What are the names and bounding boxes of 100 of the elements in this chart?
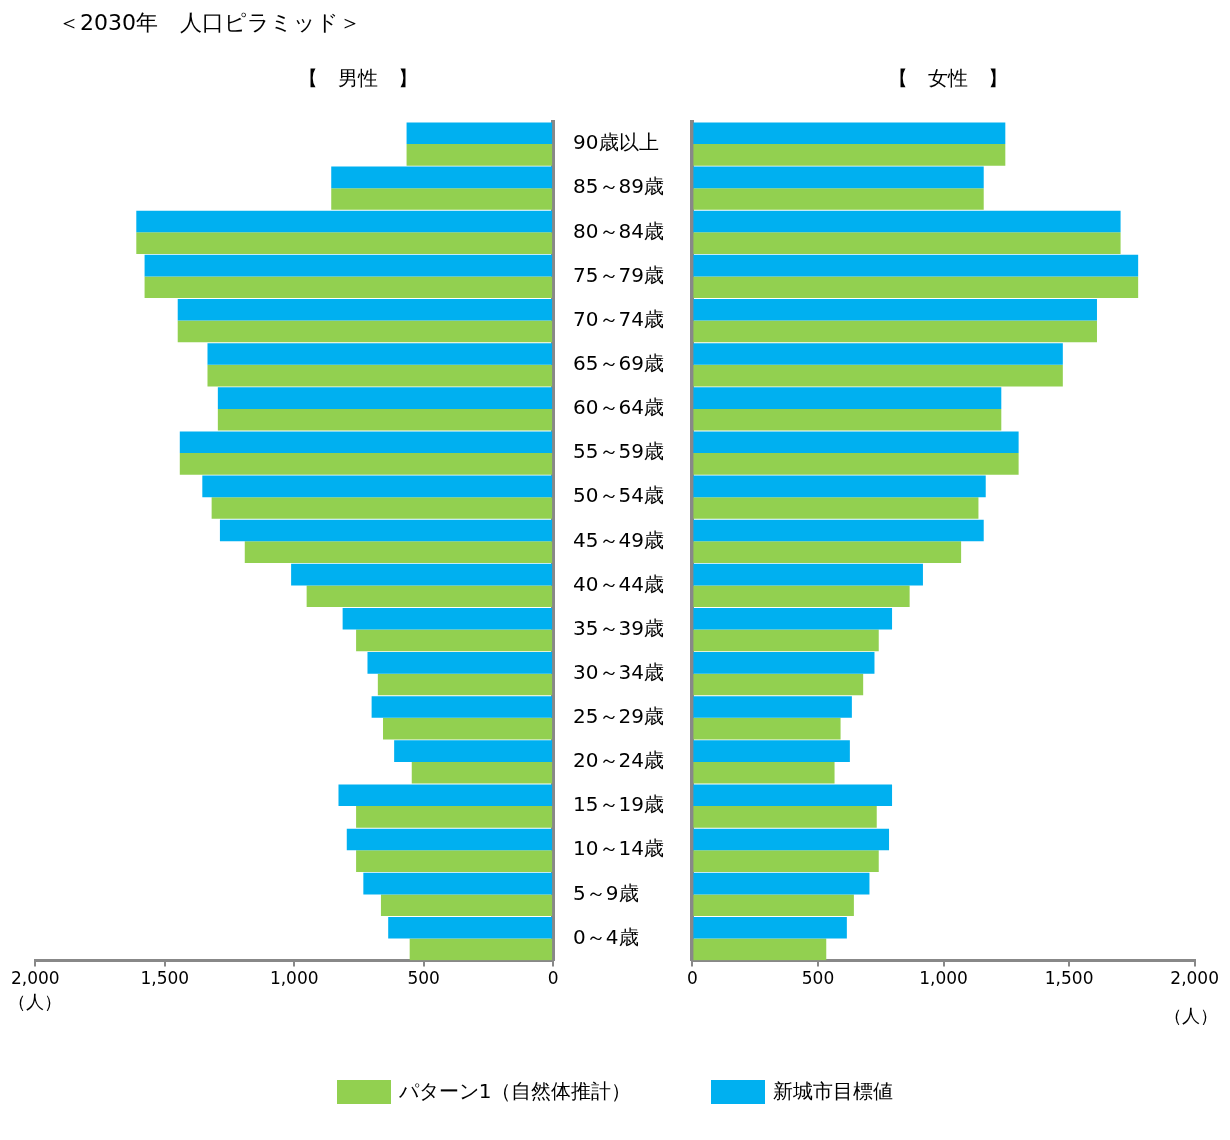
x-tick-label: 0	[547, 968, 559, 989]
bar	[693, 850, 879, 872]
bar	[693, 408, 1002, 431]
bar	[693, 343, 1063, 365]
bar	[291, 563, 553, 586]
bar	[693, 541, 962, 563]
bar	[394, 740, 553, 762]
bar	[244, 541, 553, 563]
bar	[693, 806, 877, 828]
y-tick-label: 50～54歳	[573, 483, 665, 508]
bar	[331, 188, 553, 210]
y-tick-label: 75～79歳	[573, 262, 665, 287]
bar	[693, 298, 1097, 321]
bar	[211, 497, 553, 519]
x-axis-title: （人）	[1163, 1004, 1219, 1028]
x-tick-label: 0	[686, 968, 698, 989]
bar	[202, 475, 553, 498]
bar	[356, 850, 553, 872]
bar	[693, 232, 1121, 254]
chart-title: 【 男性 】	[298, 66, 418, 91]
bar	[338, 784, 553, 807]
bar	[367, 652, 553, 674]
bar	[144, 276, 553, 299]
bar	[356, 806, 553, 828]
bar	[693, 144, 1006, 166]
chart-title: 【 女性 】	[888, 66, 1008, 91]
y-tick-label: 80～84歳	[573, 218, 665, 243]
bar	[693, 938, 827, 961]
bar	[693, 475, 986, 498]
y-tick-label: 20～24歳	[573, 748, 665, 773]
bar	[693, 916, 847, 939]
bar	[693, 122, 1006, 145]
x-tick-label: 1,000	[919, 968, 968, 989]
legend-label: パターン1（自然体推計）	[398, 1078, 632, 1105]
x-tick-label: 1,500	[140, 968, 190, 989]
bar	[306, 585, 553, 608]
x-tick-label: 500	[407, 968, 440, 989]
bar	[693, 320, 1097, 343]
bar	[342, 607, 553, 630]
bar	[136, 210, 553, 233]
bar	[409, 938, 553, 961]
bar	[371, 696, 553, 718]
bar	[177, 320, 553, 343]
bar	[693, 761, 835, 784]
bar	[177, 298, 553, 321]
bar	[693, 453, 1019, 475]
bar	[346, 828, 553, 851]
bar	[693, 276, 1139, 299]
y-tick-label: 40～44歳	[573, 571, 665, 596]
bar	[693, 188, 984, 210]
y-tick-label: 45～49歳	[573, 527, 665, 552]
text: ＜2030年 人口ピラミッド＞	[57, 9, 362, 37]
x-tick-label: 1,500	[1044, 968, 1094, 989]
x-tick-label: 500	[801, 968, 835, 989]
bar	[693, 210, 1121, 233]
bar	[388, 916, 553, 939]
bar	[693, 740, 850, 762]
bar	[383, 717, 553, 740]
x-tick-label: 2,000	[11, 968, 60, 989]
bar	[693, 387, 1002, 409]
bar	[693, 696, 852, 718]
y-tick-label: 25～29歳	[573, 704, 665, 729]
y-tick-label: 65～69歳	[573, 350, 665, 375]
x-tick-label: 2,000	[1170, 968, 1219, 989]
bar	[693, 828, 890, 851]
bar	[207, 364, 553, 387]
bar	[179, 453, 553, 475]
y-tick-label: 30～34歳	[573, 659, 665, 684]
y-tick-label: 70～74歳	[573, 306, 665, 331]
bar	[380, 894, 553, 917]
bar	[693, 166, 984, 189]
legend-label: 新城市目標値	[773, 1078, 894, 1105]
bar	[693, 717, 841, 740]
bar	[693, 607, 893, 630]
bar	[356, 629, 553, 652]
bar	[406, 122, 553, 145]
bar	[363, 872, 553, 895]
bar	[217, 408, 553, 431]
bar	[179, 431, 553, 454]
bar	[693, 364, 1063, 387]
x-tick-label: 1,000	[269, 968, 319, 989]
bar	[693, 629, 879, 652]
y-tick-label: 15～19歳	[573, 792, 665, 817]
bar	[693, 585, 910, 608]
bar	[217, 387, 553, 409]
bar	[377, 673, 553, 696]
y-tick-label: 90歳以上	[573, 130, 659, 155]
bar	[144, 254, 553, 277]
y-tick-label: 60～64歳	[573, 395, 665, 420]
bar	[693, 563, 923, 586]
y-tick-label: 0～4歳	[573, 924, 639, 949]
y-tick-label: 10～14歳	[573, 836, 665, 861]
bar	[693, 431, 1019, 454]
bar	[411, 761, 553, 784]
bar	[693, 652, 875, 674]
bar	[693, 497, 979, 519]
bar	[693, 673, 864, 696]
y-tick-label: 5～9歳	[573, 880, 639, 905]
bar	[331, 166, 553, 189]
bar	[693, 872, 870, 895]
